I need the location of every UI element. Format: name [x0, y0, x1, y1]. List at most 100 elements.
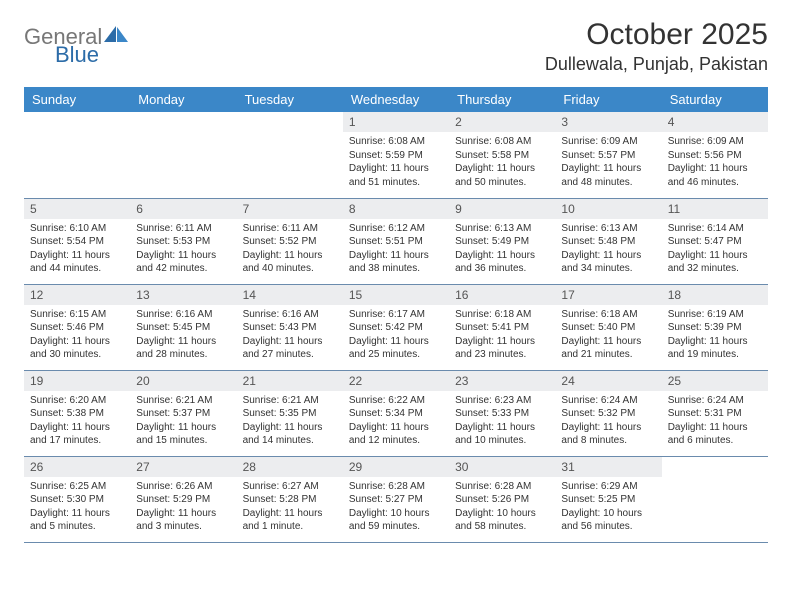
sunset-text: Sunset: 5:34 PM — [349, 407, 443, 421]
calendar-day-cell: 25Sunrise: 6:24 AMSunset: 5:31 PMDayligh… — [662, 370, 768, 456]
day-details: Sunrise: 6:24 AMSunset: 5:31 PMDaylight:… — [662, 391, 768, 451]
day-number: 1 — [343, 112, 449, 132]
daylight-text: Daylight: 11 hours and 3 minutes. — [136, 507, 230, 534]
day-number: 2 — [449, 112, 555, 132]
sunrise-text: Sunrise: 6:18 AM — [455, 308, 549, 322]
sunrise-text: Sunrise: 6:13 AM — [455, 222, 549, 236]
calendar-week-row: 19Sunrise: 6:20 AMSunset: 5:38 PMDayligh… — [24, 370, 768, 456]
title-block: October 2025 Dullewala, Punjab, Pakistan — [545, 18, 768, 75]
sunrise-text: Sunrise: 6:26 AM — [136, 480, 230, 494]
sunset-text: Sunset: 5:27 PM — [349, 493, 443, 507]
sunrise-text: Sunrise: 6:12 AM — [349, 222, 443, 236]
sunrise-text: Sunrise: 6:08 AM — [349, 135, 443, 149]
day-number: 5 — [24, 199, 130, 219]
daylight-text: Daylight: 11 hours and 27 minutes. — [243, 335, 337, 362]
sunset-text: Sunset: 5:31 PM — [668, 407, 762, 421]
sunset-text: Sunset: 5:29 PM — [136, 493, 230, 507]
day-number: 4 — [662, 112, 768, 132]
weekday-header: Tuesday — [237, 87, 343, 112]
calendar-day-cell: 20Sunrise: 6:21 AMSunset: 5:37 PMDayligh… — [130, 370, 236, 456]
day-details: Sunrise: 6:16 AMSunset: 5:45 PMDaylight:… — [130, 305, 236, 365]
day-number: 3 — [555, 112, 661, 132]
sunset-text: Sunset: 5:38 PM — [30, 407, 124, 421]
sunrise-text: Sunrise: 6:29 AM — [561, 480, 655, 494]
sunrise-text: Sunrise: 6:11 AM — [136, 222, 230, 236]
calendar-day-cell: 7Sunrise: 6:11 AMSunset: 5:52 PMDaylight… — [237, 198, 343, 284]
calendar-day-cell: 26Sunrise: 6:25 AMSunset: 5:30 PMDayligh… — [24, 456, 130, 542]
daylight-text: Daylight: 11 hours and 10 minutes. — [455, 421, 549, 448]
calendar-week-row: 1Sunrise: 6:08 AMSunset: 5:59 PMDaylight… — [24, 112, 768, 198]
day-details: Sunrise: 6:27 AMSunset: 5:28 PMDaylight:… — [237, 477, 343, 537]
calendar-day-cell: 4Sunrise: 6:09 AMSunset: 5:56 PMDaylight… — [662, 112, 768, 198]
day-number: 22 — [343, 371, 449, 391]
day-number: 13 — [130, 285, 236, 305]
sunrise-text: Sunrise: 6:09 AM — [561, 135, 655, 149]
sunrise-text: Sunrise: 6:16 AM — [136, 308, 230, 322]
weekday-header: Saturday — [662, 87, 768, 112]
day-details: Sunrise: 6:24 AMSunset: 5:32 PMDaylight:… — [555, 391, 661, 451]
sunset-text: Sunset: 5:32 PM — [561, 407, 655, 421]
calendar-day-cell: 2Sunrise: 6:08 AMSunset: 5:58 PMDaylight… — [449, 112, 555, 198]
daylight-text: Daylight: 11 hours and 50 minutes. — [455, 162, 549, 189]
calendar-day-cell: 27Sunrise: 6:26 AMSunset: 5:29 PMDayligh… — [130, 456, 236, 542]
day-details: Sunrise: 6:11 AMSunset: 5:52 PMDaylight:… — [237, 219, 343, 279]
sunset-text: Sunset: 5:43 PM — [243, 321, 337, 335]
daylight-text: Daylight: 11 hours and 19 minutes. — [668, 335, 762, 362]
calendar-day-cell: 17Sunrise: 6:18 AMSunset: 5:40 PMDayligh… — [555, 284, 661, 370]
calendar-day-cell: 22Sunrise: 6:22 AMSunset: 5:34 PMDayligh… — [343, 370, 449, 456]
sunset-text: Sunset: 5:26 PM — [455, 493, 549, 507]
day-details: Sunrise: 6:10 AMSunset: 5:54 PMDaylight:… — [24, 219, 130, 279]
daylight-text: Daylight: 11 hours and 17 minutes. — [30, 421, 124, 448]
daylight-text: Daylight: 11 hours and 25 minutes. — [349, 335, 443, 362]
daylight-text: Daylight: 11 hours and 48 minutes. — [561, 162, 655, 189]
daylight-text: Daylight: 11 hours and 32 minutes. — [668, 249, 762, 276]
calendar-day-cell: 21Sunrise: 6:21 AMSunset: 5:35 PMDayligh… — [237, 370, 343, 456]
daylight-text: Daylight: 11 hours and 44 minutes. — [30, 249, 124, 276]
calendar-day-cell: 11Sunrise: 6:14 AMSunset: 5:47 PMDayligh… — [662, 198, 768, 284]
sunset-text: Sunset: 5:30 PM — [30, 493, 124, 507]
sunset-text: Sunset: 5:40 PM — [561, 321, 655, 335]
sunset-text: Sunset: 5:53 PM — [136, 235, 230, 249]
sunset-text: Sunset: 5:57 PM — [561, 149, 655, 163]
day-number: 26 — [24, 457, 130, 477]
sunrise-text: Sunrise: 6:16 AM — [243, 308, 337, 322]
sunrise-text: Sunrise: 6:13 AM — [561, 222, 655, 236]
day-details: Sunrise: 6:17 AMSunset: 5:42 PMDaylight:… — [343, 305, 449, 365]
sunrise-text: Sunrise: 6:15 AM — [30, 308, 124, 322]
sunset-text: Sunset: 5:35 PM — [243, 407, 337, 421]
day-number: 19 — [24, 371, 130, 391]
calendar-day-cell: 3 Sunrise: 6:09 AMSunset: 5:57 PMDaylight… — [555, 112, 661, 198]
day-details: Sunrise: 6:08 AMSunset: 5:59 PMDaylight:… — [343, 132, 449, 192]
day-details: Sunrise: 6:26 AMSunset: 5:29 PMDaylight:… — [130, 477, 236, 537]
calendar-day-cell — [130, 112, 236, 198]
daylight-text: Daylight: 11 hours and 5 minutes. — [30, 507, 124, 534]
daylight-text: Daylight: 11 hours and 6 minutes. — [668, 421, 762, 448]
weekday-header-row: Sunday Monday Tuesday Wednesday Thursday… — [24, 87, 768, 112]
day-details: Sunrise: 6:19 AMSunset: 5:39 PMDaylight:… — [662, 305, 768, 365]
weekday-header: Monday — [130, 87, 236, 112]
sunrise-text: Sunrise: 6:28 AM — [349, 480, 443, 494]
sunset-text: Sunset: 5:59 PM — [349, 149, 443, 163]
daylight-text: Daylight: 11 hours and 42 minutes. — [136, 249, 230, 276]
calendar-day-cell: 24Sunrise: 6:24 AMSunset: 5:32 PMDayligh… — [555, 370, 661, 456]
day-details: Sunrise: 6:25 AMSunset: 5:30 PMDaylight:… — [24, 477, 130, 537]
brand-sail-icon — [104, 24, 130, 50]
calendar-week-row: 12Sunrise: 6:15 AMSunset: 5:46 PMDayligh… — [24, 284, 768, 370]
calendar-day-cell: 29Sunrise: 6:28 AMSunset: 5:27 PMDayligh… — [343, 456, 449, 542]
daylight-text: Daylight: 11 hours and 23 minutes. — [455, 335, 549, 362]
sunrise-text: Sunrise: 6:11 AM — [243, 222, 337, 236]
daylight-text: Daylight: 11 hours and 12 minutes. — [349, 421, 443, 448]
day-details: Sunrise: 6:29 AMSunset: 5:25 PMDaylight:… — [555, 477, 661, 537]
day-details: Sunrise: 6:13 AMSunset: 5:49 PMDaylight:… — [449, 219, 555, 279]
calendar-day-cell: 9Sunrise: 6:13 AMSunset: 5:49 PMDaylight… — [449, 198, 555, 284]
daylight-text: Daylight: 11 hours and 28 minutes. — [136, 335, 230, 362]
sunset-text: Sunset: 5:48 PM — [561, 235, 655, 249]
day-details: Sunrise: 6:28 AMSunset: 5:27 PMDaylight:… — [343, 477, 449, 537]
day-details: Sunrise: 6:21 AMSunset: 5:37 PMDaylight:… — [130, 391, 236, 451]
daylight-text: Daylight: 11 hours and 30 minutes. — [30, 335, 124, 362]
day-number: 23 — [449, 371, 555, 391]
sunrise-text: Sunrise: 6:23 AM — [455, 394, 549, 408]
day-number: 12 — [24, 285, 130, 305]
day-number: 28 — [237, 457, 343, 477]
sunset-text: Sunset: 5:52 PM — [243, 235, 337, 249]
